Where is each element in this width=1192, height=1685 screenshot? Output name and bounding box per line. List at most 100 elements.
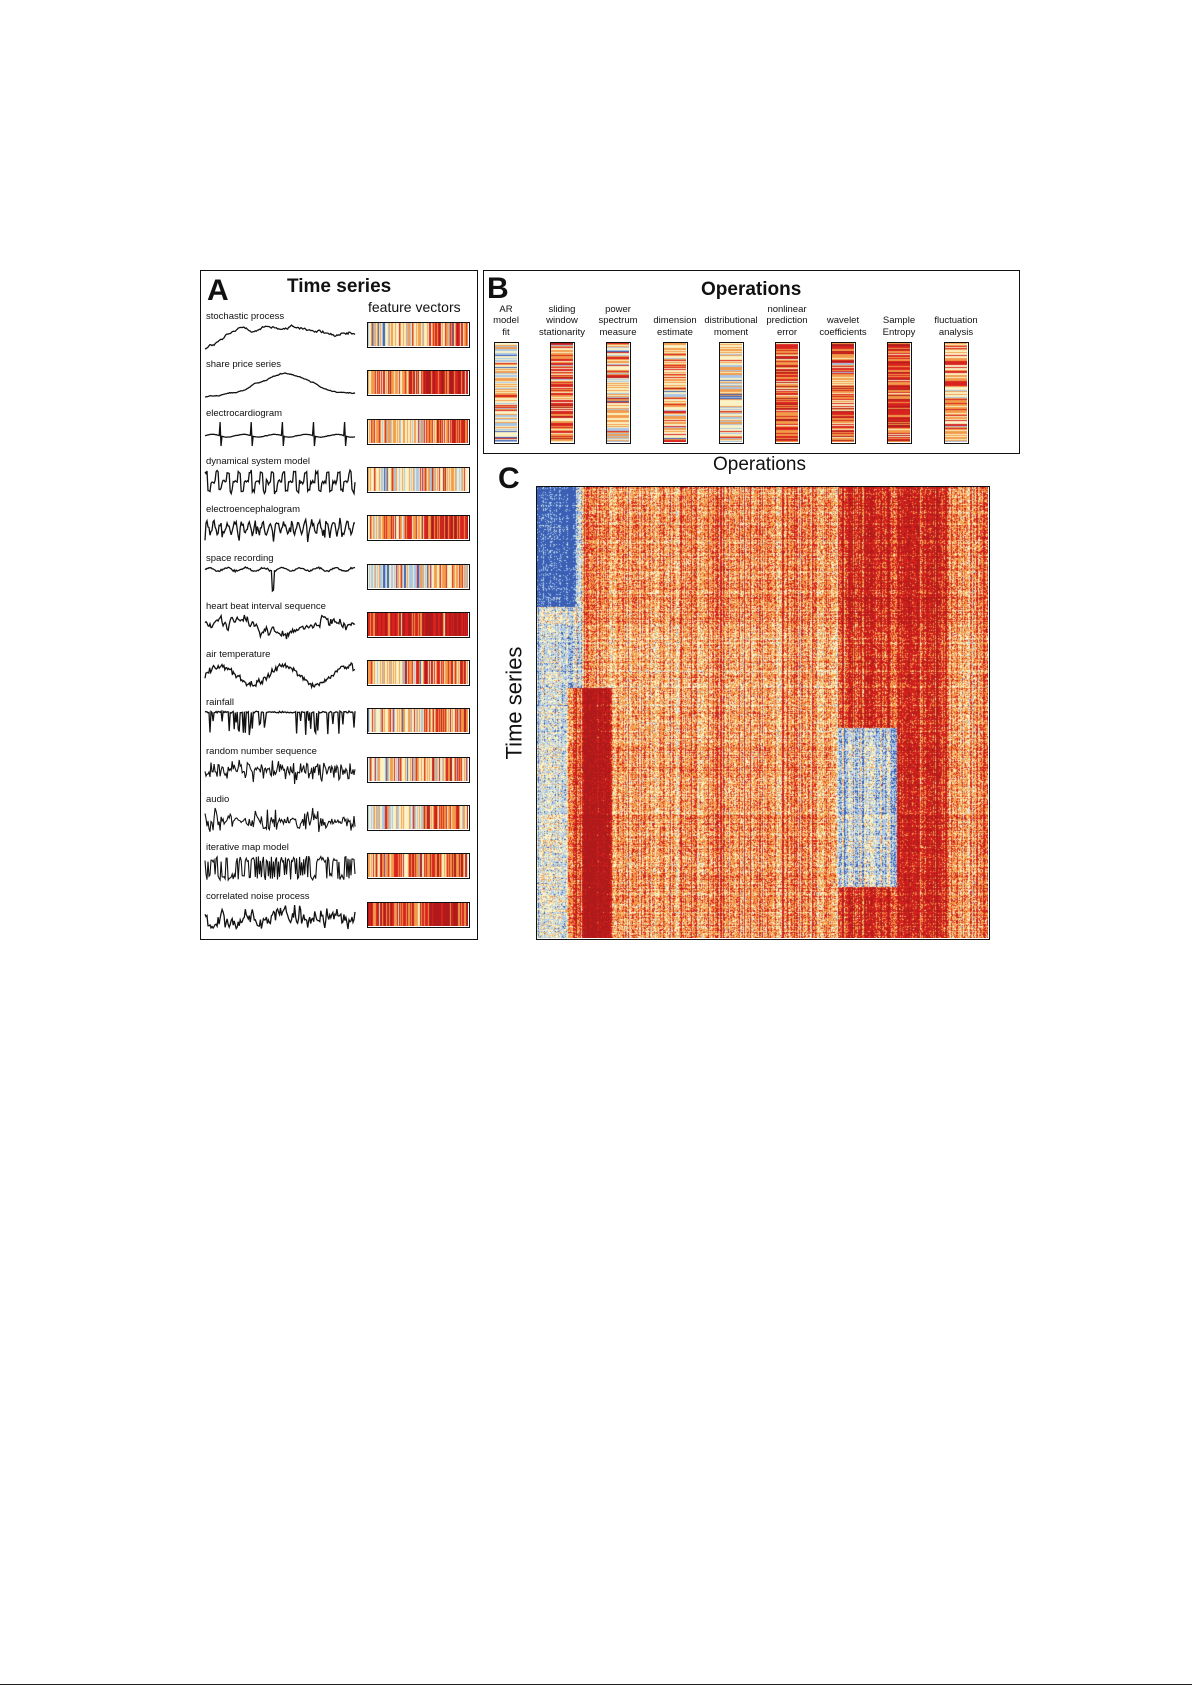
time-series-label: heart beat interval sequence	[206, 600, 326, 612]
time-series-label: rainfall	[206, 697, 234, 709]
time-series-label: iterative map model	[206, 842, 289, 854]
time-series-line	[204, 661, 356, 690]
feature-vector-stripes	[368, 757, 468, 781]
time-series-trace	[204, 421, 356, 446]
matrix-y-label: Time series	[501, 646, 527, 760]
time-series-trace	[204, 710, 356, 736]
time-series-trace	[204, 807, 356, 833]
operation-label: wavelet coefficients	[819, 315, 867, 338]
operation-label: distributional moment	[704, 315, 758, 338]
feature-vector-stripes	[368, 709, 468, 733]
feature-vectors-header: feature vectors	[368, 299, 461, 315]
feature-vector-stripes	[368, 612, 468, 636]
panel-c-matrix: C Operations Time series	[483, 454, 1020, 942]
operation-column-bar	[606, 342, 631, 444]
operation-stripes	[888, 343, 910, 442]
operation-column-bar	[719, 342, 744, 444]
time-series-label: air temperature	[206, 649, 271, 661]
operation-label: power spectrum measure	[598, 303, 638, 338]
operation-stripes	[607, 343, 629, 442]
feature-vector-stripes	[368, 854, 468, 878]
feature-vector-bar	[367, 708, 470, 735]
time-series-label: audio	[206, 794, 230, 805]
time-series-line	[204, 468, 356, 496]
matrix-heatmap	[537, 487, 988, 938]
panel-b-title: Operations	[701, 279, 802, 300]
feature-vector-bar	[367, 901, 470, 928]
time-series-line	[204, 904, 356, 930]
feature-vector-bar	[367, 322, 470, 348]
panel-b-letter: B	[487, 272, 509, 305]
time-series-line	[204, 613, 356, 640]
time-series-label: dynamical system model	[206, 455, 311, 467]
feature-vector-bar	[367, 563, 470, 590]
feature-vector-stripes	[368, 467, 468, 491]
time-series-label: stochastic process	[206, 311, 285, 322]
feature-vector-bar	[367, 515, 470, 542]
panel-a-title: Time series	[287, 276, 392, 297]
time-series-line	[204, 324, 356, 350]
operation-column-bar	[944, 342, 969, 444]
operation-stripes	[664, 343, 686, 442]
time-series-line	[204, 372, 356, 398]
time-series-label: electroencephalogram	[206, 504, 301, 516]
operation-stripes	[551, 343, 573, 442]
feature-vector-stripes	[368, 564, 468, 588]
feature-vector-bar	[367, 370, 470, 397]
time-series-trace	[204, 468, 356, 496]
time-series-line	[204, 807, 356, 833]
time-series-line	[204, 855, 356, 883]
time-series-label: space recording	[206, 552, 274, 564]
time-series-trace	[204, 565, 356, 592]
feature-vector-bar	[367, 418, 470, 445]
operation-label: dimension estimate	[653, 315, 697, 338]
operation-column-bar	[663, 342, 688, 444]
time-series-trace	[204, 759, 356, 784]
operation-label: fluctuation analysis	[934, 315, 978, 338]
time-series-trace	[204, 324, 356, 350]
operation-stripes	[720, 343, 742, 442]
operation-stripes	[776, 343, 798, 442]
feature-vector-bar	[367, 611, 470, 638]
time-series-line	[204, 517, 356, 543]
feature-vector-stripes	[368, 323, 468, 346]
feature-vector-stripes	[368, 419, 468, 443]
time-series-trace	[204, 904, 356, 930]
matrix-x-label: Operations	[713, 454, 806, 475]
time-series-label: random number sequence	[206, 745, 317, 757]
time-series-trace	[204, 517, 356, 543]
operation-column-bar	[887, 342, 912, 444]
feature-vector-stripes	[368, 371, 468, 395]
time-series-trace	[204, 855, 356, 883]
operation-label: Sample Entropy	[882, 315, 916, 338]
time-series-label: correlated noise process	[206, 890, 310, 902]
operation-label: nonlinear prediction error	[766, 303, 808, 338]
feature-vector-stripes	[368, 661, 468, 685]
operation-column-bar	[775, 342, 800, 444]
time-series-label: share price series	[206, 359, 281, 371]
feature-vector-stripes	[368, 516, 468, 540]
operation-column-bar	[550, 342, 575, 444]
time-series-trace	[204, 613, 356, 640]
feature-vector-bar	[367, 660, 470, 687]
panel-a-time-series: A Time series feature vectors stochastic…	[200, 270, 478, 940]
feature-vector-bar	[367, 756, 470, 783]
operation-label: sliding window stationarity	[539, 303, 585, 338]
time-series-line	[204, 565, 356, 592]
feature-vector-stripes	[368, 902, 468, 926]
time-series-operations-matrix	[536, 486, 990, 940]
panel-b-operations: B Operations AR model fit sliding window …	[483, 270, 1020, 454]
time-series-trace	[204, 661, 356, 690]
operation-stripes	[495, 343, 517, 442]
time-series-line	[204, 421, 356, 446]
time-series-trace	[204, 372, 356, 398]
feature-vector-bar	[367, 466, 470, 493]
feature-vector-bar	[367, 853, 470, 880]
panel-a-letter: A	[207, 274, 229, 307]
operation-column-bar	[494, 342, 519, 444]
operation-column-bar	[831, 342, 856, 444]
feature-vector-stripes	[368, 806, 468, 829]
operation-stripes	[945, 343, 967, 442]
time-series-line	[204, 710, 356, 736]
feature-vector-bar	[367, 805, 470, 831]
